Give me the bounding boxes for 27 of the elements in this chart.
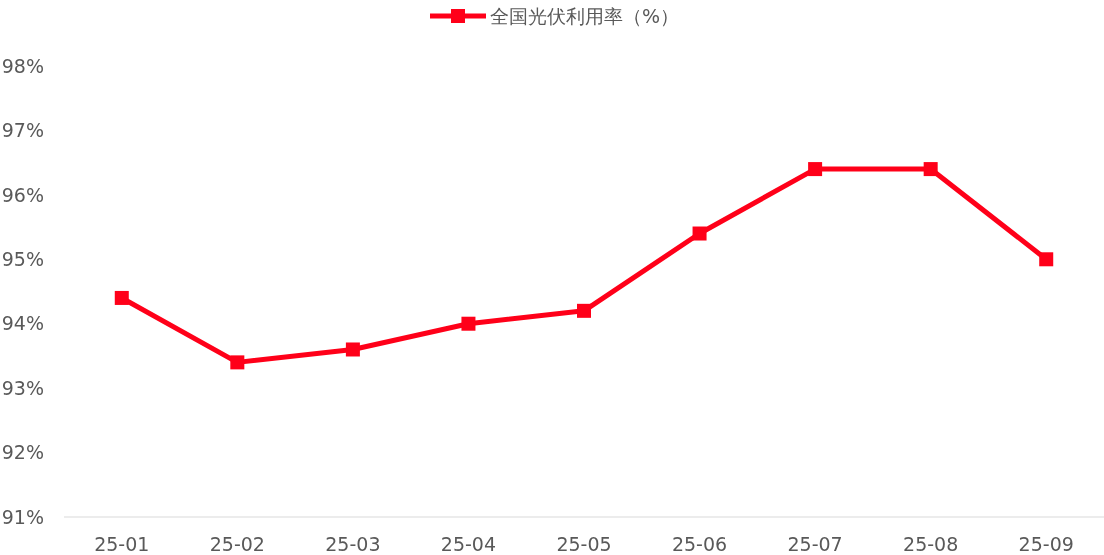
x-tick-label: 25-06 <box>671 532 728 555</box>
y-tick-label: 93% <box>1 376 44 399</box>
point <box>1039 252 1054 267</box>
x-tick-label: 25-05 <box>556 532 612 555</box>
y-tick-label: 91% <box>1 505 44 528</box>
y-tick-label: 97% <box>1 119 44 142</box>
point <box>461 316 476 331</box>
y-tick-label: 96% <box>1 183 44 206</box>
point <box>345 342 360 357</box>
point <box>577 303 591 318</box>
point <box>692 226 707 241</box>
y-tick-label: 94% <box>1 312 44 335</box>
legend-label: 全国光伏利用率（%） <box>490 4 680 27</box>
point <box>923 162 938 177</box>
x-tick-label: 25-08 <box>903 532 959 555</box>
y-tick-label: 95% <box>1 247 44 270</box>
point <box>808 162 823 177</box>
point <box>114 290 129 305</box>
x-tick-label: 25-01 <box>94 532 150 555</box>
x-tick-label: 25-04 <box>440 532 497 555</box>
y-tick-label: 92% <box>1 441 44 464</box>
x-tick-label: 25-02 <box>209 532 265 555</box>
point <box>230 355 245 370</box>
y-tick-label: 98% <box>1 54 44 77</box>
x-tick-label: 25-09 <box>1018 532 1074 555</box>
x-tick-label: 25-03 <box>325 532 381 555</box>
x-tick-label: 25-07 <box>787 532 843 555</box>
